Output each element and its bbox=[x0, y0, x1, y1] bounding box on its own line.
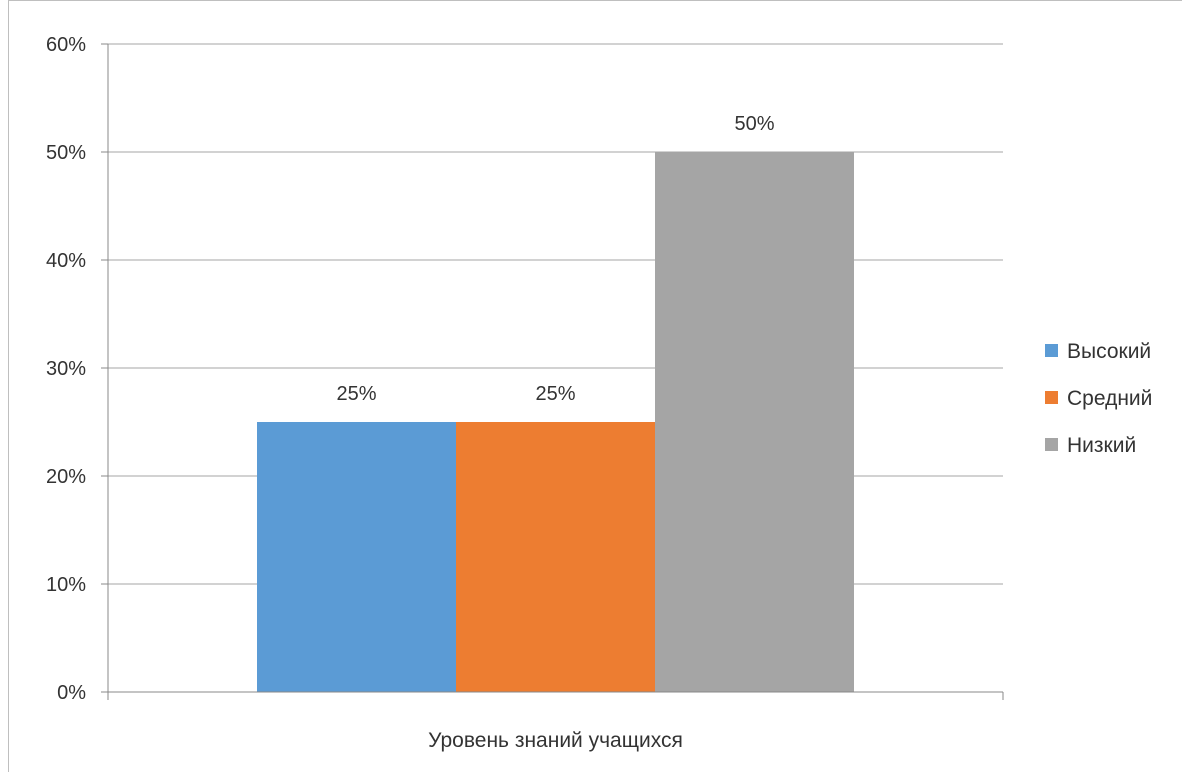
legend-label: Высокий bbox=[1067, 340, 1151, 363]
y-tick-label: 20% bbox=[46, 466, 86, 488]
bar bbox=[257, 422, 456, 692]
legend-swatch bbox=[1045, 391, 1058, 404]
data-label: 25% bbox=[336, 383, 376, 405]
legend-swatch bbox=[1045, 344, 1058, 357]
y-tick-label: 30% bbox=[46, 358, 86, 380]
category-labels: Уровень знаний учащихся bbox=[428, 729, 683, 752]
data-label: 25% bbox=[535, 383, 575, 405]
axes bbox=[107, 44, 1004, 700]
y-tick-label: 0% bbox=[57, 682, 86, 704]
y-tick-label: 60% bbox=[46, 34, 86, 56]
y-axis-ticks: 0% 10% 20% 30% 40% 50% 60% bbox=[46, 34, 108, 704]
data-labels: 25% 25% 50% bbox=[336, 113, 774, 405]
data-label: 50% bbox=[734, 113, 774, 135]
legend-label: Средний bbox=[1067, 387, 1152, 410]
legend-label: Низкий bbox=[1067, 434, 1136, 457]
bar bbox=[655, 152, 854, 692]
bars bbox=[257, 152, 854, 692]
category-label: Уровень знаний учащихся bbox=[428, 729, 683, 752]
legend: Высокий Средний Низкий bbox=[1045, 340, 1152, 457]
legend-swatch bbox=[1045, 438, 1058, 451]
y-tick-label: 10% bbox=[46, 574, 86, 596]
bar bbox=[456, 422, 655, 692]
y-tick-label: 40% bbox=[46, 250, 86, 272]
y-tick-label: 50% bbox=[46, 142, 86, 164]
